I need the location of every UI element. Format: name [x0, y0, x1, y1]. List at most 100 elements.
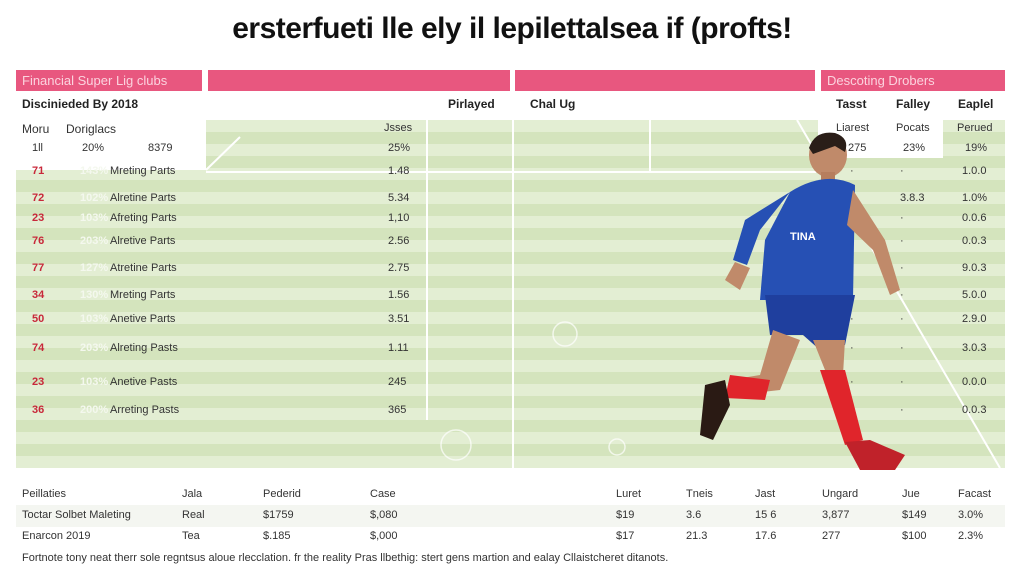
played-header: Pirlayed	[448, 97, 495, 111]
bottom-header: Jast	[755, 488, 776, 500]
club-percent: 203%	[80, 235, 109, 247]
bottom-header: Tneis	[686, 488, 713, 500]
bottom-cell: Real	[182, 509, 205, 521]
club-value: 365	[388, 404, 407, 416]
club-value: 245	[388, 376, 407, 388]
right-value: ·	[900, 376, 904, 388]
club-percent: 200%	[80, 404, 109, 416]
club-label: Atretine Parts	[110, 262, 177, 274]
club-value: 1.48	[388, 165, 410, 177]
bottom-cell: $19	[616, 509, 635, 521]
club-label: Anetive Parts	[110, 313, 176, 325]
bottom-cell: $17	[616, 530, 635, 542]
summary-value: 25%	[388, 142, 411, 154]
right-value: 1.0.0	[962, 165, 987, 177]
right-value: ·	[900, 212, 904, 224]
bottom-header: Facast	[958, 488, 992, 500]
banner-bar	[208, 70, 510, 91]
summary-value: 8379	[148, 142, 173, 154]
right-col-header: Tasst	[836, 97, 867, 111]
right-col-header: Eaplel	[958, 97, 994, 111]
right-value: ·	[850, 342, 854, 354]
left-banner: Financial Super Lig clubs	[16, 70, 202, 91]
summary-value: 275	[848, 142, 867, 154]
club-value: 3.51	[388, 313, 410, 325]
right-banner: Descoting Drobers	[821, 70, 1005, 91]
bottom-cell: 17.6	[755, 530, 777, 542]
club-percent: 102%	[80, 192, 109, 204]
club-value: 5.34	[388, 192, 410, 204]
bottom-cell: Toctar Solbet Maleting	[22, 509, 131, 521]
club-label: Mreting Parts	[110, 165, 176, 177]
svg-text:TINA: TINA	[790, 231, 816, 243]
right-value: ·	[850, 313, 854, 325]
bottom-cell: $100	[902, 530, 927, 542]
club-number: 36	[32, 404, 45, 416]
pitch-line	[649, 120, 651, 172]
summary-value: 20%	[82, 142, 105, 154]
bottom-header: Jue	[902, 488, 920, 500]
col-header: Jsses	[384, 122, 413, 134]
right-value: ·	[900, 313, 904, 325]
left-subtitle: Discinieded By 2018	[22, 97, 139, 111]
club-value: 2.75	[388, 262, 410, 274]
right-value: 0.0.6	[962, 212, 987, 224]
right-col-header: Falley	[896, 97, 931, 111]
bottom-cell: Tea	[182, 530, 200, 542]
club-percent: 103%	[80, 313, 109, 325]
club-number: 74	[32, 342, 45, 354]
sub-header: Liarest	[836, 122, 870, 134]
club-label: Mreting Parts	[110, 289, 176, 301]
club-value: 1.11	[388, 342, 409, 354]
pitch-line	[16, 468, 1005, 470]
summary-value: 1ll	[32, 142, 44, 154]
bottom-header: Jala	[182, 488, 203, 500]
right-value: 3.0.3	[962, 342, 987, 354]
club-percent: 127%	[80, 262, 109, 274]
right-value: 9.0.3	[962, 262, 987, 274]
page-title: ersterfueti lle ely il lepilettalsea if …	[232, 12, 792, 45]
right-value: 2.9.0	[962, 313, 987, 325]
bottom-cell: $,000	[370, 530, 398, 542]
bottom-cell: $.185	[263, 530, 291, 542]
right-value: ·	[900, 289, 904, 301]
club-number: 71	[32, 165, 45, 177]
right-value: 1.0%	[962, 192, 988, 204]
right-value: 3.8.3	[900, 192, 925, 204]
pitch-line	[426, 120, 428, 420]
club-number: 34	[32, 289, 45, 301]
bottom-row-bg	[16, 505, 1005, 527]
bottom-cell: 3,877	[822, 509, 850, 521]
club-number: 23	[32, 376, 45, 388]
club-percent: 103%	[80, 212, 109, 224]
club-label: Arreting Pasts	[110, 404, 180, 416]
bottom-cell: 15 6	[755, 509, 777, 521]
bottom-header: Case	[370, 488, 396, 500]
sub-header: Pocats	[896, 122, 930, 134]
bottom-cell: $149	[902, 509, 927, 521]
club-label: Alretive Parts	[110, 235, 176, 247]
club-percent: 130%	[80, 289, 109, 301]
club-number: 23	[32, 212, 45, 224]
pitch-line	[512, 120, 514, 470]
club-percent: 143%	[80, 165, 109, 177]
summary-value: 23%	[903, 142, 926, 154]
col-header: Moru	[22, 122, 50, 136]
bottom-header: Peillaties	[22, 488, 67, 500]
club-percent: 203%	[80, 342, 109, 354]
bottom-header: Ungard	[822, 488, 859, 500]
right-value: 0.0.0	[962, 376, 987, 388]
bottom-cell: $1759	[263, 509, 294, 521]
club-number: 72	[32, 192, 45, 204]
sub-header: Perued	[957, 122, 993, 134]
bottom-header: Luret	[616, 488, 642, 500]
right-value: ·	[900, 342, 904, 354]
club-label: Alretine Parts	[110, 192, 177, 204]
bottom-cell: 3.0%	[958, 509, 984, 521]
banner-bar	[515, 70, 815, 91]
right-value: ·	[850, 376, 854, 388]
club-number: 77	[32, 262, 45, 274]
bottom-cell: 2.3%	[958, 530, 984, 542]
bottom-cell: 21.3	[686, 530, 708, 542]
right-value: 0.0.3	[962, 404, 987, 416]
